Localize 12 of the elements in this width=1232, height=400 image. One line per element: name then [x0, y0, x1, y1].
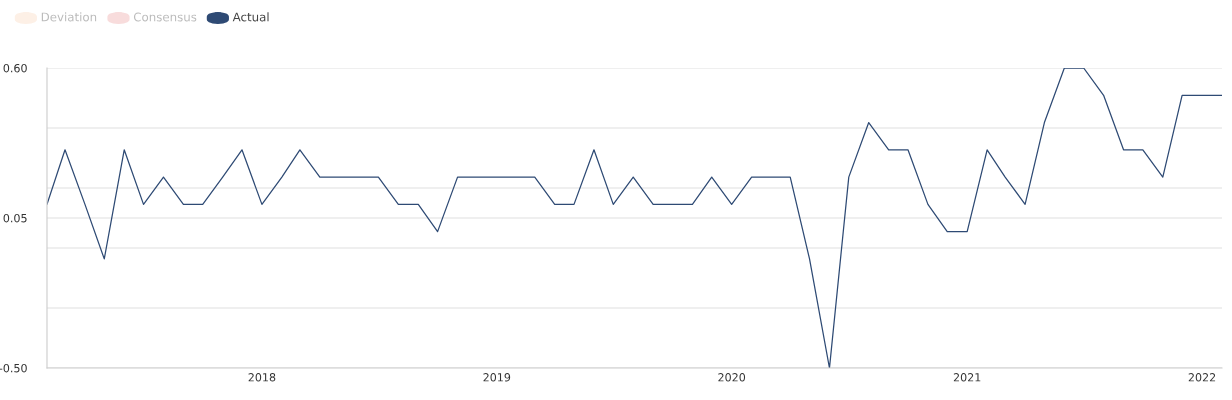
y-tick-label: -0.50 — [0, 363, 27, 373]
x-tick-label: 2020 — [718, 373, 746, 382]
y-tick-label: 0.60 — [3, 63, 27, 73]
y-tick-label: 0.05 — [3, 213, 27, 223]
x-tick-label: 2018 — [248, 373, 276, 382]
line-series — [47, 68, 1222, 368]
legend-label: Consensus — [133, 12, 197, 22]
x-tick-label: 2019 — [483, 373, 511, 382]
legend-label: Deviation — [41, 12, 97, 22]
x-tick-label: 2021 — [953, 373, 981, 382]
x-tick-label: 2022 — [1188, 373, 1216, 382]
legend-label: Actual — [232, 12, 269, 22]
